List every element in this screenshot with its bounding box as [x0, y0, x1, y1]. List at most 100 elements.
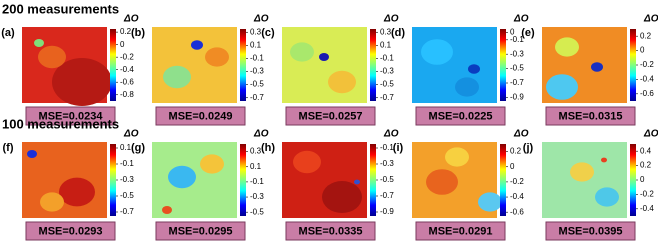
mse-label: MSE=0.0291: [429, 225, 493, 237]
colorbar: [110, 144, 116, 216]
heatmap-region: [205, 47, 229, 67]
colorbar-tick-label: 0.1: [120, 143, 132, 152]
heatmap-region: [354, 179, 360, 185]
heatmap-region: [34, 39, 44, 47]
panel-label: (c): [261, 27, 275, 39]
heatmap-region: [570, 162, 594, 182]
heatmap-region: [293, 150, 321, 174]
colorbar-tick-label: -0.5: [250, 80, 264, 89]
panel-label: (g): [131, 142, 145, 154]
colorbar-title: ΔO: [643, 129, 658, 140]
colorbar-tick-label: -0.2: [640, 60, 654, 69]
colorbar-tick-label: -0.9: [380, 207, 394, 216]
heatmap-region: [455, 77, 479, 97]
colorbar-tick-label: -0.9: [510, 93, 524, 102]
heatmap-region: [546, 74, 578, 100]
panel-label: (f): [3, 142, 14, 154]
colorbar-tick-label: -0.5: [120, 191, 134, 200]
colorbar-tick-label: 0.2: [640, 161, 652, 170]
colorbar-tick-label: -0.4: [510, 192, 524, 201]
mse-label: MSE=0.0293: [39, 225, 103, 237]
colorbar-title: ΔO: [513, 14, 529, 25]
heatmap-region: [601, 157, 607, 163]
colorbar-tick-label: 0.2: [510, 147, 522, 156]
mse-label: MSE=0.0257: [299, 110, 363, 122]
section-title: 100 measurements: [2, 116, 119, 131]
heatmap-region: [200, 154, 224, 174]
colorbar-tick-label: -0.8: [120, 90, 134, 99]
colorbar-tick-label: -0.6: [640, 89, 654, 98]
mse-box: [155, 106, 246, 126]
heatmap-region: [328, 70, 356, 94]
panel-label: (d): [391, 27, 405, 39]
colorbar-title: ΔO: [643, 14, 658, 25]
colorbar-tick-label: -0.3: [250, 67, 264, 76]
heatmap-region: [191, 40, 203, 50]
mse-box: [25, 221, 116, 241]
colorbar-tick-label: -0.3: [120, 175, 134, 184]
heatmap-region: [421, 39, 453, 65]
colorbar-tick-label: 0: [510, 28, 515, 37]
heatmap-region: [468, 64, 480, 74]
colorbar-tick-label: 0.3: [380, 27, 392, 36]
mse-box: [415, 106, 506, 126]
panel-label: (a): [1, 27, 15, 39]
colorbar-tick-label: -0.4: [120, 65, 134, 74]
panel-label: (b): [131, 27, 145, 39]
heatmap-region: [168, 165, 196, 189]
colorbar: [630, 29, 636, 101]
colorbar-tick-label: -0.1: [380, 54, 394, 63]
heatmap-region: [38, 45, 66, 69]
heatmap-region: [591, 62, 603, 72]
colorbar-title: ΔO: [383, 129, 399, 140]
heatmap-region: [40, 192, 64, 212]
colorbar-title: ΔO: [383, 14, 399, 25]
mse-box: [415, 221, 506, 241]
heatmap-region: [445, 147, 469, 167]
colorbar-tick-label: -0.7: [250, 93, 264, 102]
colorbar-tick-label: 0.1: [250, 40, 262, 49]
heatmap-region: [163, 65, 191, 89]
mse-box: [545, 106, 636, 126]
colorbar: [240, 29, 246, 101]
colorbar-tick-label: 0.1: [380, 40, 392, 49]
mse-label: MSE=0.0295: [169, 225, 233, 237]
colorbar-tick-label: -0.5: [380, 80, 394, 89]
colorbar-tick-label: 0.4: [640, 146, 652, 155]
colorbar-tick-label: -0.7: [380, 93, 394, 102]
colorbar-tick-label: -0.6: [120, 77, 134, 86]
colorbar-title: ΔO: [123, 14, 139, 25]
heatmap-region: [595, 187, 619, 207]
mse-box: [285, 106, 376, 126]
colorbar-tick-label: -0.4: [640, 204, 654, 213]
colorbar-tick-label: -0.3: [380, 67, 394, 76]
mse-label: MSE=0.0225: [429, 110, 493, 122]
colorbar-tick-label: -0.7: [120, 207, 134, 216]
mse-box: [25, 106, 116, 126]
mse-box: [155, 221, 246, 241]
panel-label: (e): [521, 27, 535, 39]
colorbar-title: ΔO: [253, 14, 269, 25]
colorbar-tick-label: -0.7: [510, 78, 524, 87]
colorbar-tick-label: -0.5: [250, 207, 264, 216]
heatmap-region: [426, 169, 458, 195]
colorbar-tick-label: -0.5: [380, 175, 394, 184]
colorbar-tick-label: -0.1: [120, 159, 134, 168]
heatmap-region: [27, 150, 37, 158]
colorbar-tick-label: -0.7: [380, 191, 394, 200]
colorbar: [630, 144, 636, 216]
mse-box: [285, 221, 376, 241]
mse-label: MSE=0.0395: [559, 225, 623, 237]
colorbar-tick-label: 0.1: [250, 162, 262, 171]
panel-label: (j): [523, 142, 534, 154]
heatmap: [282, 27, 367, 103]
heatmap-region: [478, 192, 502, 212]
section-title: 200 measurements: [2, 1, 119, 16]
heatmap-region: [290, 42, 314, 62]
colorbar-tick-label: -0.2: [640, 190, 654, 199]
colorbar: [370, 29, 376, 101]
colorbar-title: ΔO: [513, 129, 529, 140]
heatmap-region: [162, 206, 172, 214]
colorbar: [370, 144, 376, 216]
